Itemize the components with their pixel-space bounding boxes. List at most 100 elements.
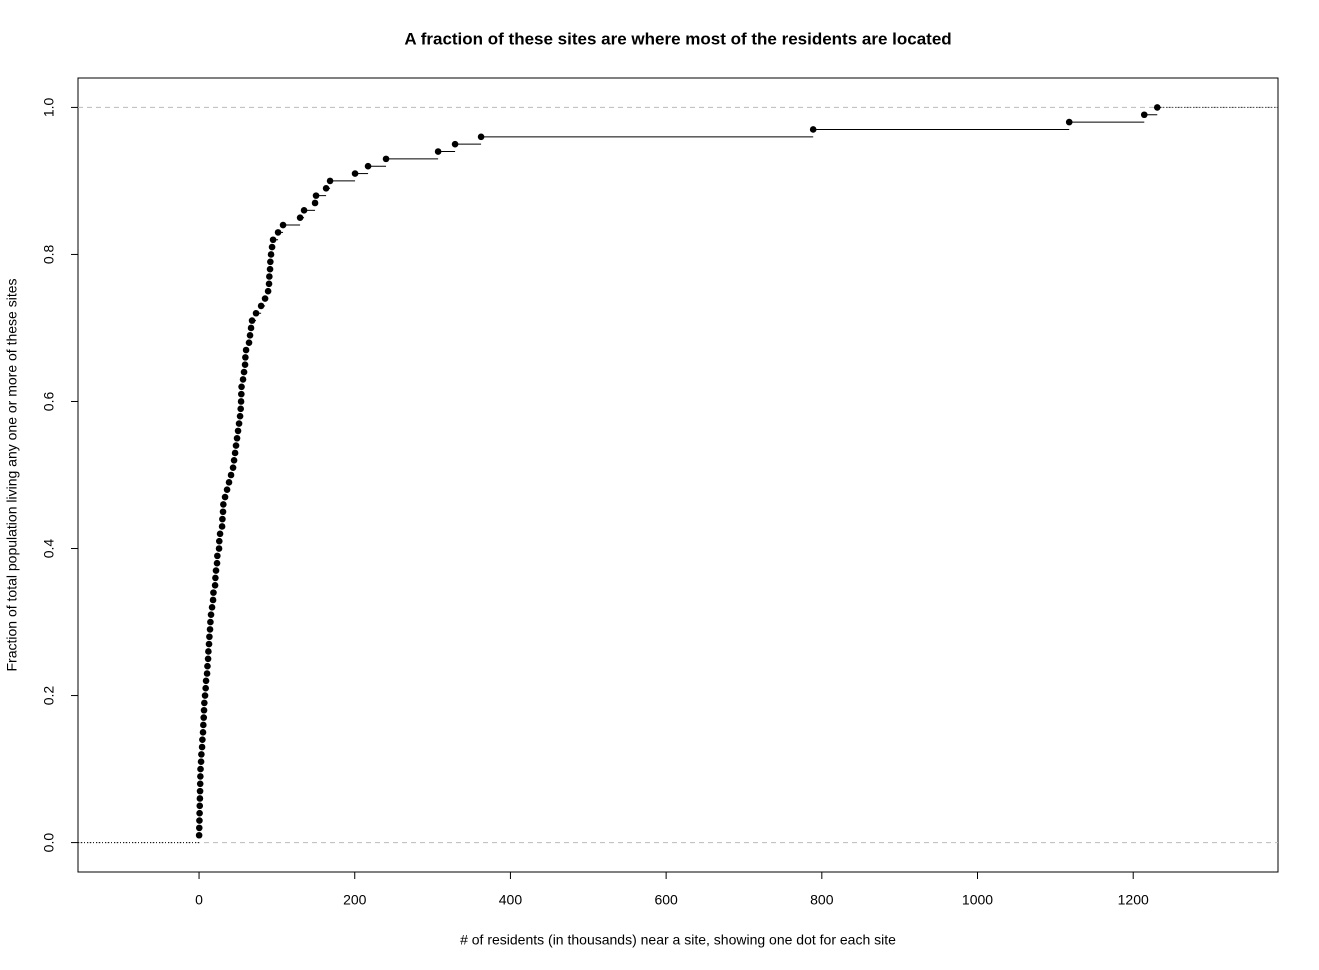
point: [477, 133, 485, 141]
point: [200, 706, 208, 714]
point: [196, 817, 203, 824]
point: [274, 229, 282, 236]
point: [215, 537, 223, 545]
point: [242, 346, 250, 354]
y-tick-label: 0.0: [41, 833, 57, 853]
point: [219, 515, 226, 523]
point: [267, 258, 274, 266]
point: [197, 773, 204, 780]
point: [215, 545, 223, 552]
point: [210, 589, 217, 596]
point: [237, 398, 245, 405]
point: [196, 795, 204, 802]
point: [234, 427, 242, 435]
point: [236, 412, 244, 420]
point: [311, 199, 319, 207]
point: [237, 405, 244, 413]
point: [196, 809, 203, 817]
point: [221, 493, 229, 501]
point: [198, 743, 206, 751]
point: [209, 596, 217, 604]
point: [200, 714, 208, 721]
y-axis-label: Fraction of total population living any …: [4, 279, 20, 672]
point: [279, 221, 287, 229]
point: [326, 177, 334, 185]
point: [207, 611, 215, 618]
point: [451, 140, 459, 148]
point: [223, 486, 231, 494]
x-axis-label: # of residents (in thousands) near a sit…: [460, 932, 896, 948]
y-tick-label: 0.8: [41, 245, 57, 265]
point: [218, 523, 226, 530]
x-tick-label: 1000: [962, 892, 993, 908]
x-tick-label: 1200: [1118, 892, 1149, 908]
point: [267, 251, 275, 258]
point: [199, 729, 207, 736]
point: [202, 684, 209, 692]
point: [434, 148, 442, 155]
point: [382, 155, 390, 163]
point: [265, 280, 273, 288]
point: [202, 677, 210, 685]
point: [239, 376, 247, 383]
point: [195, 824, 203, 832]
point: [198, 751, 205, 758]
point: [322, 184, 330, 192]
point: [203, 670, 211, 677]
point: [248, 317, 256, 324]
point: [213, 559, 221, 567]
point: [219, 508, 227, 516]
point: [1065, 118, 1073, 126]
point: [264, 287, 272, 295]
point: [229, 464, 237, 471]
x-tick-label: 200: [343, 892, 367, 908]
point: [231, 449, 239, 457]
point: [212, 567, 220, 574]
point: [364, 162, 372, 170]
point: [238, 383, 245, 391]
point: [212, 574, 219, 582]
point: [809, 126, 817, 133]
point: [205, 648, 212, 655]
point: [200, 721, 207, 729]
point: [266, 273, 273, 280]
y-tick-label: 0.4: [41, 539, 57, 559]
chart-title: A fraction of these sites are where most…: [404, 29, 951, 48]
point: [246, 332, 254, 339]
point: [208, 604, 216, 611]
point: [269, 236, 277, 244]
point: [235, 420, 243, 427]
point: [240, 368, 248, 376]
point: [206, 633, 213, 641]
point: [242, 354, 249, 361]
point: [230, 456, 238, 464]
point: [211, 581, 219, 589]
point: [1153, 104, 1161, 111]
point: [204, 662, 211, 670]
point: [214, 552, 221, 560]
point: [238, 390, 245, 398]
point: [261, 295, 269, 302]
point: [197, 765, 204, 773]
point: [195, 831, 203, 839]
point: [220, 501, 227, 508]
point: [227, 471, 235, 479]
plot-frame: [77, 77, 1279, 873]
point: [241, 361, 249, 369]
point: [247, 324, 255, 332]
point: [233, 434, 241, 442]
point: [266, 265, 274, 273]
point: [257, 302, 265, 310]
point: [199, 736, 206, 743]
point: [207, 618, 214, 626]
point: [1140, 111, 1148, 119]
point: [201, 699, 208, 707]
point: [216, 530, 224, 538]
point: [245, 339, 253, 346]
y-tick-label: 1.0: [41, 97, 57, 117]
point: [312, 192, 320, 199]
point: [225, 479, 233, 486]
point: [268, 243, 276, 251]
point: [196, 780, 204, 788]
